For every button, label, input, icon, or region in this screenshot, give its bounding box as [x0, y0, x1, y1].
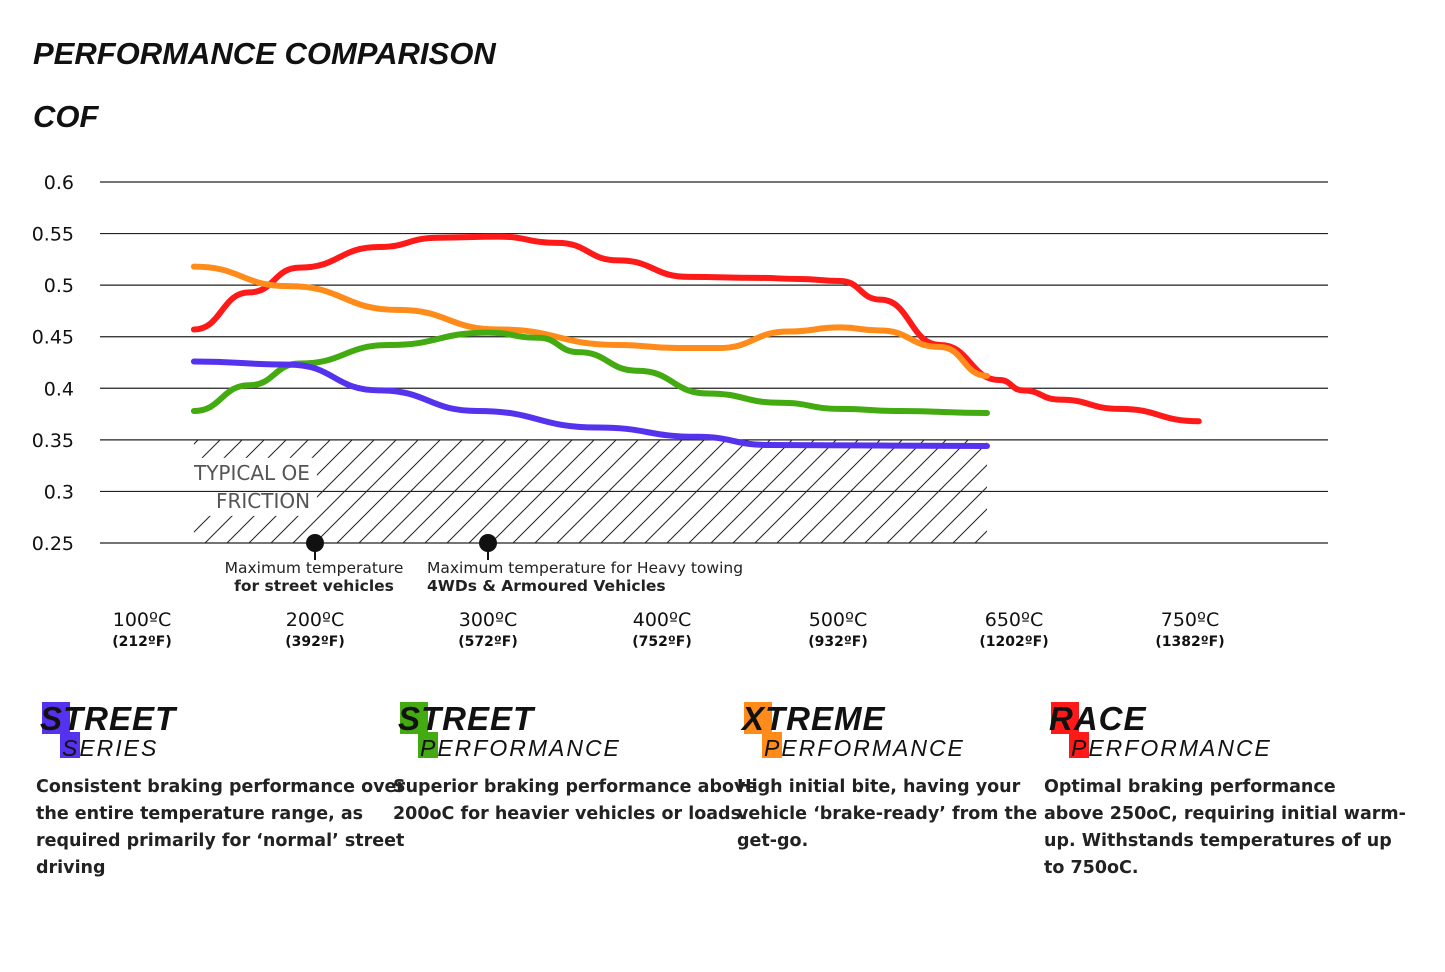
- region-label-bg: [191, 457, 317, 516]
- logo-accent: [744, 702, 772, 734]
- annotation-marker: [479, 534, 497, 552]
- logo-street-series: STREET SERIES: [36, 702, 336, 762]
- x-tick-label: 100ºC: [113, 609, 171, 631]
- annotation-marker: [306, 534, 324, 552]
- x-tick-sublabel: (392ºF): [285, 634, 344, 650]
- description-line: up. Withstands temperatures of up: [1044, 831, 1392, 851]
- y-tick-label: 0.25: [32, 533, 74, 555]
- description-line: vehicle ‘brake-ready’ from the: [737, 804, 1038, 824]
- logo-accent: [42, 702, 70, 734]
- x-tick-sublabel: (932ºF): [808, 634, 867, 650]
- logo-accent: [418, 732, 438, 758]
- product-description: Consistent braking performance over the e…: [36, 774, 405, 882]
- x-tick-sublabel: (1382ºF): [1155, 634, 1224, 650]
- x-tick-label: 650ºC: [985, 609, 1043, 631]
- logo-line1: XTREME: [742, 700, 886, 737]
- y-tick-label: 0.45: [32, 327, 74, 349]
- x-tick-label: 750ºC: [1161, 609, 1219, 631]
- description-line: driving: [36, 858, 106, 878]
- annotation-text: Maximum temperature: [225, 559, 404, 577]
- region-label: TYPICAL OE: [193, 461, 310, 485]
- y-tick-label: 0.35: [32, 430, 74, 452]
- logo-accent: [1069, 732, 1089, 758]
- description-line: Consistent braking performance over: [36, 777, 406, 797]
- logo-xtreme-performance: XTREME PERFORMANCE: [738, 702, 1038, 762]
- series-line-3: [190, 358, 991, 450]
- logo-accent: [400, 702, 428, 734]
- y-tick-label: 0.3: [44, 481, 74, 503]
- product-description: Superior braking performance above 200oC …: [393, 774, 757, 828]
- logo-accent: [762, 732, 782, 758]
- description-line: 200oC for heavier vehicles or loads.: [393, 804, 748, 824]
- logo-line2: PERFORMANCE: [764, 735, 965, 761]
- logo-line1: RACE: [1049, 700, 1147, 737]
- y-axis-title: COF: [33, 99, 99, 134]
- x-tick-label: 200ºC: [286, 609, 344, 631]
- annotation-text: 4WDs & Armoured Vehicles: [427, 577, 666, 595]
- y-tick-label: 0.4: [44, 378, 74, 400]
- x-tick-label: 400ºC: [633, 609, 691, 631]
- y-tick-label: 0.5: [44, 275, 74, 297]
- logo-accent: [1051, 702, 1079, 734]
- logo-street-performance: STREET PERFORMANCE: [394, 702, 694, 762]
- description-line: required primarily for ‘normal’ street: [36, 831, 405, 851]
- description-line: High initial bite, having your: [737, 777, 1021, 797]
- y-tick-label: 0.55: [32, 224, 74, 246]
- x-tick-label: 500ºC: [809, 609, 867, 631]
- logo-line2: PERFORMANCE: [420, 735, 621, 761]
- description-line: get-go.: [737, 831, 809, 851]
- description-line: the entire temperature range, as: [36, 804, 364, 824]
- x-tick-sublabel: (1202ºF): [979, 634, 1048, 650]
- series-line-1: [190, 263, 991, 379]
- x-tick-sublabel: (752ºF): [632, 634, 691, 650]
- logo-line1: STREET: [398, 700, 535, 737]
- description-line: Optimal braking performance: [1044, 777, 1336, 797]
- product-description: Optimal braking performance above 250oC, …: [1044, 774, 1406, 882]
- description-line: Superior braking performance above: [393, 777, 758, 797]
- logo-line1: STREET: [40, 700, 177, 737]
- x-tick-sublabel: (572ºF): [458, 634, 517, 650]
- x-tick-sublabel: (212ºF): [112, 634, 171, 650]
- cof-chart: TYPICAL OEFRICTION0.60.550.50.450.40.350…: [32, 172, 1328, 650]
- annotation-text: Maximum temperature for Heavy towing: [427, 559, 743, 577]
- description-line: above 250oC, requiring initial warm-: [1044, 804, 1406, 824]
- description-line: to 750oC.: [1044, 858, 1139, 878]
- page-title: PERFORMANCE COMPARISON: [33, 36, 496, 71]
- logo-line2: SERIES: [62, 735, 159, 761]
- logo-line2: PERFORMANCE: [1071, 735, 1272, 761]
- product-description: High initial bite, having your vehicle ‘b…: [737, 774, 1037, 855]
- logo-race-performance: RACE PERFORMANCE: [1045, 702, 1345, 762]
- series-line-0: [190, 233, 1202, 425]
- annotation-text: for street vehicles: [234, 577, 394, 595]
- y-tick-label: 0.6: [44, 172, 74, 194]
- region-label: FRICTION: [216, 489, 310, 513]
- logo-accent: [60, 732, 80, 758]
- x-tick-label: 300ºC: [459, 609, 517, 631]
